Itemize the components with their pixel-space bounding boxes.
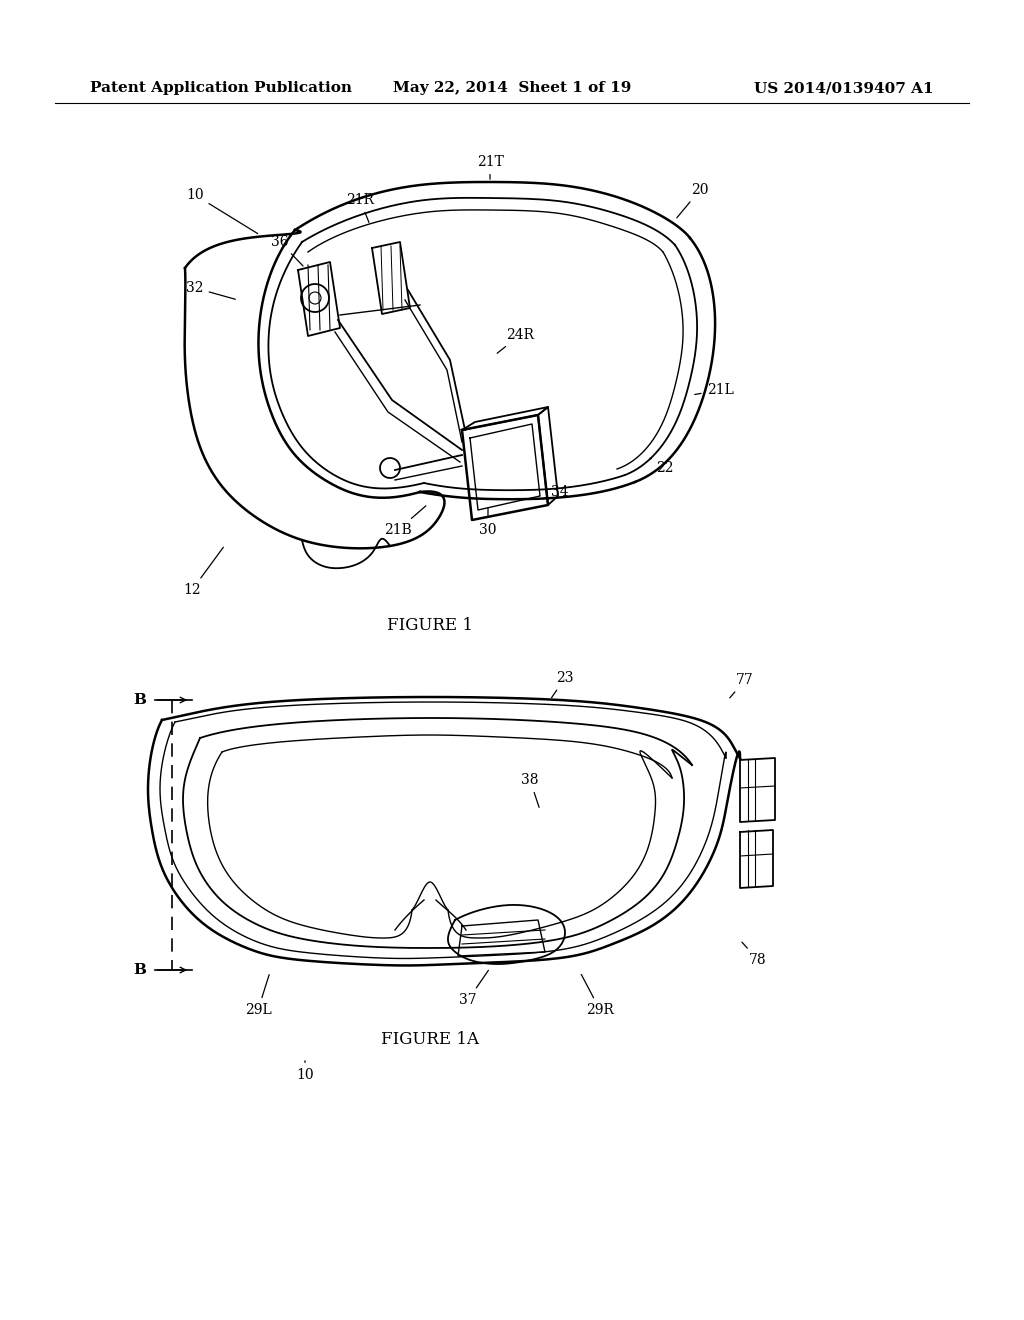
Text: 10: 10 [186, 187, 258, 234]
Text: 12: 12 [183, 548, 223, 597]
Text: FIGURE 1A: FIGURE 1A [381, 1031, 479, 1048]
Text: B: B [133, 964, 146, 977]
Text: 21T: 21T [476, 154, 504, 180]
Text: FIGURE 1: FIGURE 1 [387, 616, 473, 634]
Text: 29L: 29L [245, 974, 271, 1016]
Text: 32: 32 [186, 281, 236, 300]
Text: 21R: 21R [346, 193, 374, 223]
Text: 36: 36 [271, 235, 303, 267]
Text: B: B [133, 693, 146, 708]
Text: 77: 77 [730, 673, 754, 698]
Text: 21L: 21L [694, 383, 733, 397]
Text: 78: 78 [741, 942, 767, 968]
Text: 10: 10 [296, 1061, 313, 1082]
Text: 34: 34 [543, 484, 568, 499]
Text: 22: 22 [650, 458, 674, 475]
Text: 37: 37 [459, 970, 488, 1007]
Text: US 2014/0139407 A1: US 2014/0139407 A1 [755, 81, 934, 95]
Text: 24R: 24R [498, 327, 534, 354]
Text: 23: 23 [552, 671, 573, 698]
Text: Patent Application Publication: Patent Application Publication [90, 81, 352, 95]
Text: 38: 38 [521, 774, 539, 808]
Text: 30: 30 [479, 508, 497, 537]
Text: 20: 20 [677, 183, 709, 218]
Text: May 22, 2014  Sheet 1 of 19: May 22, 2014 Sheet 1 of 19 [393, 81, 631, 95]
Text: 29R: 29R [582, 974, 614, 1016]
Text: 21B: 21B [384, 506, 426, 537]
